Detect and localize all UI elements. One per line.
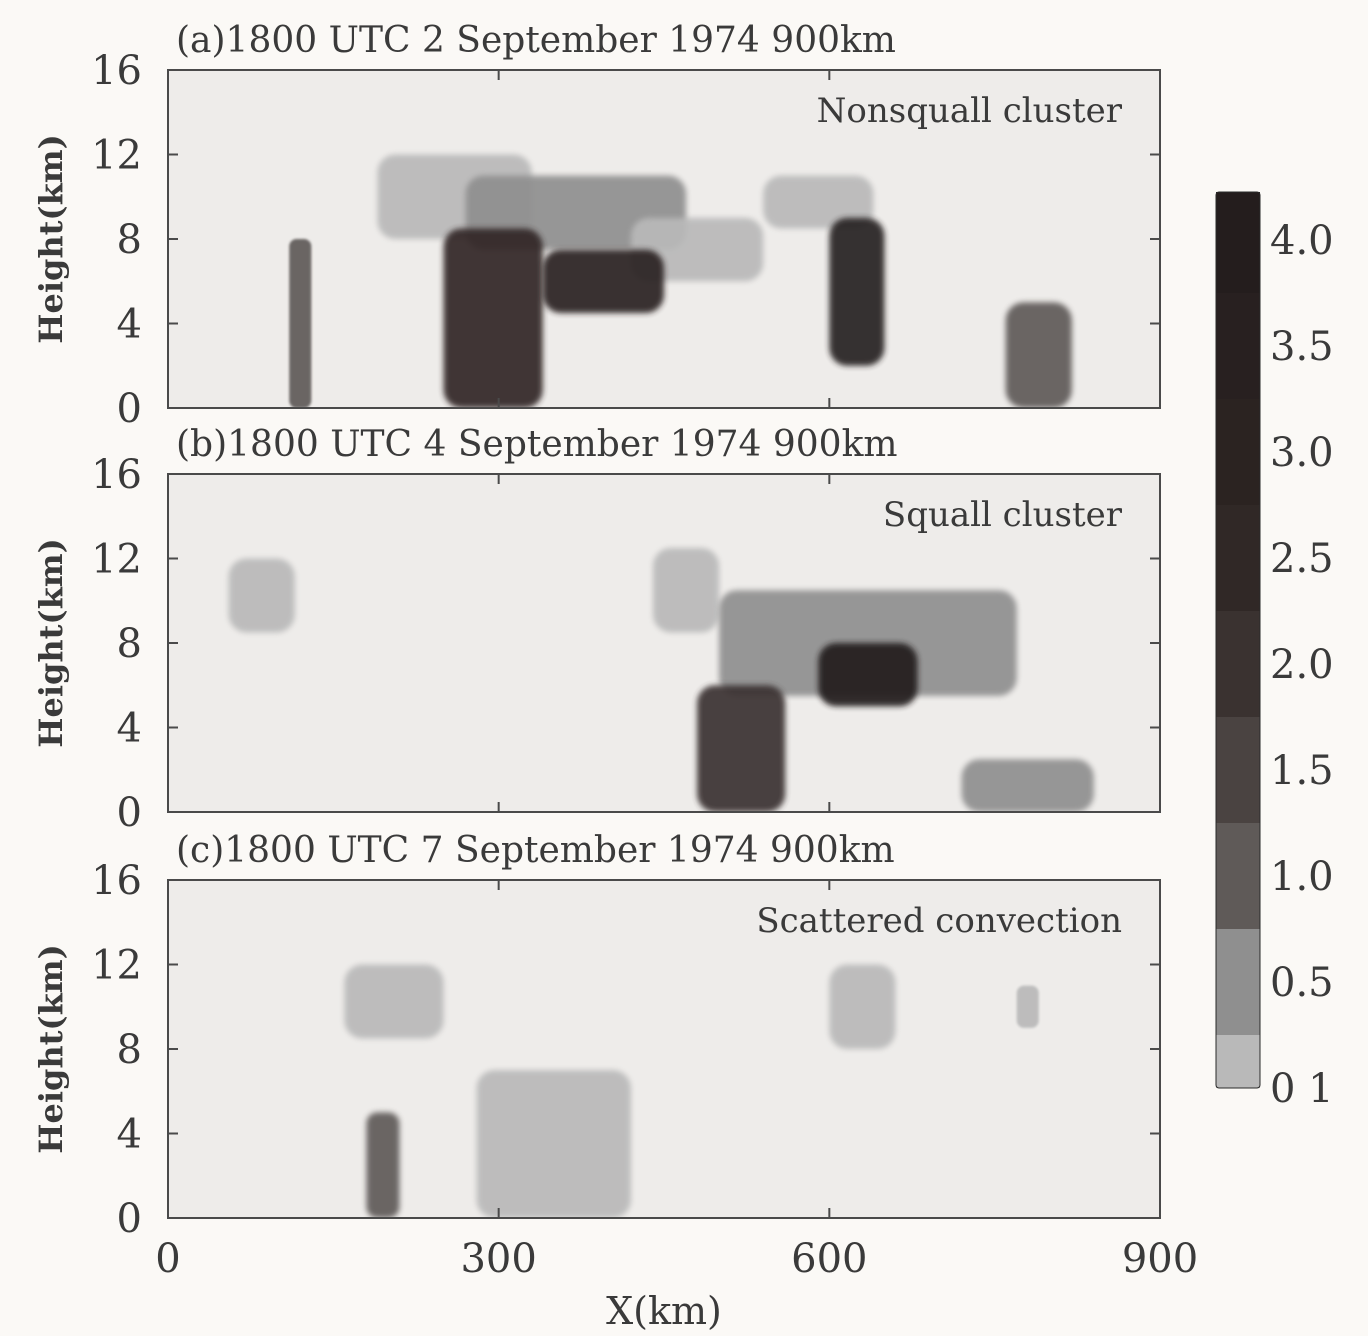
colorbar-label: 0.5: [1270, 960, 1334, 1006]
colorbar-segment: [1216, 505, 1260, 611]
y-tick-label: 4: [117, 706, 142, 752]
cloud-feature: [366, 1112, 400, 1218]
panel-title: (c)1800 UTC 7 September 1974 900km: [176, 830, 895, 871]
colorbar-label: 2.0: [1270, 642, 1334, 688]
colorbar-label: 3.0: [1270, 430, 1334, 476]
colorbar-segment: [1216, 717, 1260, 823]
cloud-feature: [344, 964, 444, 1039]
colorbar-label: 4.0: [1270, 218, 1334, 264]
y-axis-label: Height(km): [32, 538, 70, 747]
panel-annotation: Scattered convection: [756, 901, 1122, 941]
colorbar-label: 1.5: [1270, 748, 1334, 794]
cloud-feature: [630, 217, 764, 282]
panel-annotation: Squall cluster: [883, 495, 1123, 535]
y-tick-label: 0: [117, 386, 142, 432]
y-tick-label: 12: [91, 537, 142, 583]
cloud-feature: [1016, 985, 1039, 1028]
y-tick-label: 0: [117, 1196, 142, 1242]
plot-background: [168, 880, 1160, 1218]
colorbar-label: 3.5: [1270, 324, 1334, 370]
colorbar-label: 1.0: [1270, 854, 1334, 900]
y-tick-label: 4: [117, 1112, 142, 1158]
colorbar-segment: [1216, 823, 1260, 929]
x-axis: 0 300 600 900 X(km): [155, 1236, 1198, 1333]
colorbar-segment: [1216, 399, 1260, 505]
x-axis-label: X(km): [606, 1289, 722, 1333]
y-tick-label: 12: [91, 133, 142, 179]
colorbar-label: 2.5: [1270, 536, 1334, 582]
cloud-feature: [1005, 302, 1072, 408]
panel-annotation: Nonsquall cluster: [817, 91, 1123, 131]
panel-a: 0 4 8 12 16 Height(km) (a)1800 UTC 2 September…: [32, 20, 1161, 432]
panel-title: (b)1800 UTC 4 September 1974 900km: [176, 424, 898, 465]
y-axis-label: Height(km): [32, 944, 70, 1153]
cloud-feature: [961, 759, 1094, 812]
cloud-feature: [228, 558, 295, 633]
cloud-feature: [443, 228, 543, 408]
y-tick-label: 12: [91, 943, 142, 989]
y-tick-label: 8: [117, 1027, 142, 1073]
y-tick-label: 8: [117, 621, 142, 667]
panel-title: (a)1800 UTC 2 September 1974 900km: [176, 20, 896, 61]
colorbar: 0 1 0.5 1.0 1.5 2.0 2.5 3.0 3.5 4.0: [1215, 191, 1334, 1112]
colorbar-segment: [1216, 1035, 1260, 1088]
colorbar-segment: [1216, 293, 1260, 399]
cloud-feature: [542, 249, 664, 313]
cloud-feature: [289, 239, 312, 408]
cloud-feature: [818, 643, 918, 707]
cloud-feature: [829, 964, 896, 1049]
cloud-feature: [763, 175, 874, 229]
colorbar-segment: [1216, 611, 1260, 717]
y-tick-label: 16: [91, 858, 142, 904]
panel-c: 0 4 8 12 16 Height(km) (c)1800 UTC 7 September…: [32, 830, 1161, 1242]
cloud-feature: [652, 547, 720, 633]
y-tick-label: 4: [117, 302, 142, 348]
y-tick-label: 8: [117, 217, 142, 263]
x-tick-label: 600: [791, 1236, 867, 1282]
colorbar-segment: [1216, 929, 1260, 1035]
cloud-feature: [829, 217, 885, 366]
panel-b: 0 4 8 12 16 Height(km) (b)1800 UTC 4 September…: [32, 424, 1161, 836]
cloud-feature: [476, 1070, 631, 1218]
x-tick-label: 900: [1122, 1236, 1198, 1282]
x-tick-label: 300: [460, 1236, 536, 1282]
y-tick-label: 16: [91, 452, 142, 498]
cloud-feature: [697, 685, 786, 812]
y-axis-label: Height(km): [32, 134, 70, 343]
colorbar-label: 0 1: [1270, 1066, 1334, 1112]
colorbar-segment: [1216, 192, 1260, 293]
y-tick-label: 0: [117, 790, 142, 836]
y-tick-label: 16: [91, 48, 142, 94]
colorbar-frame: [1215, 191, 1261, 1089]
x-tick-label: 0: [155, 1236, 180, 1282]
